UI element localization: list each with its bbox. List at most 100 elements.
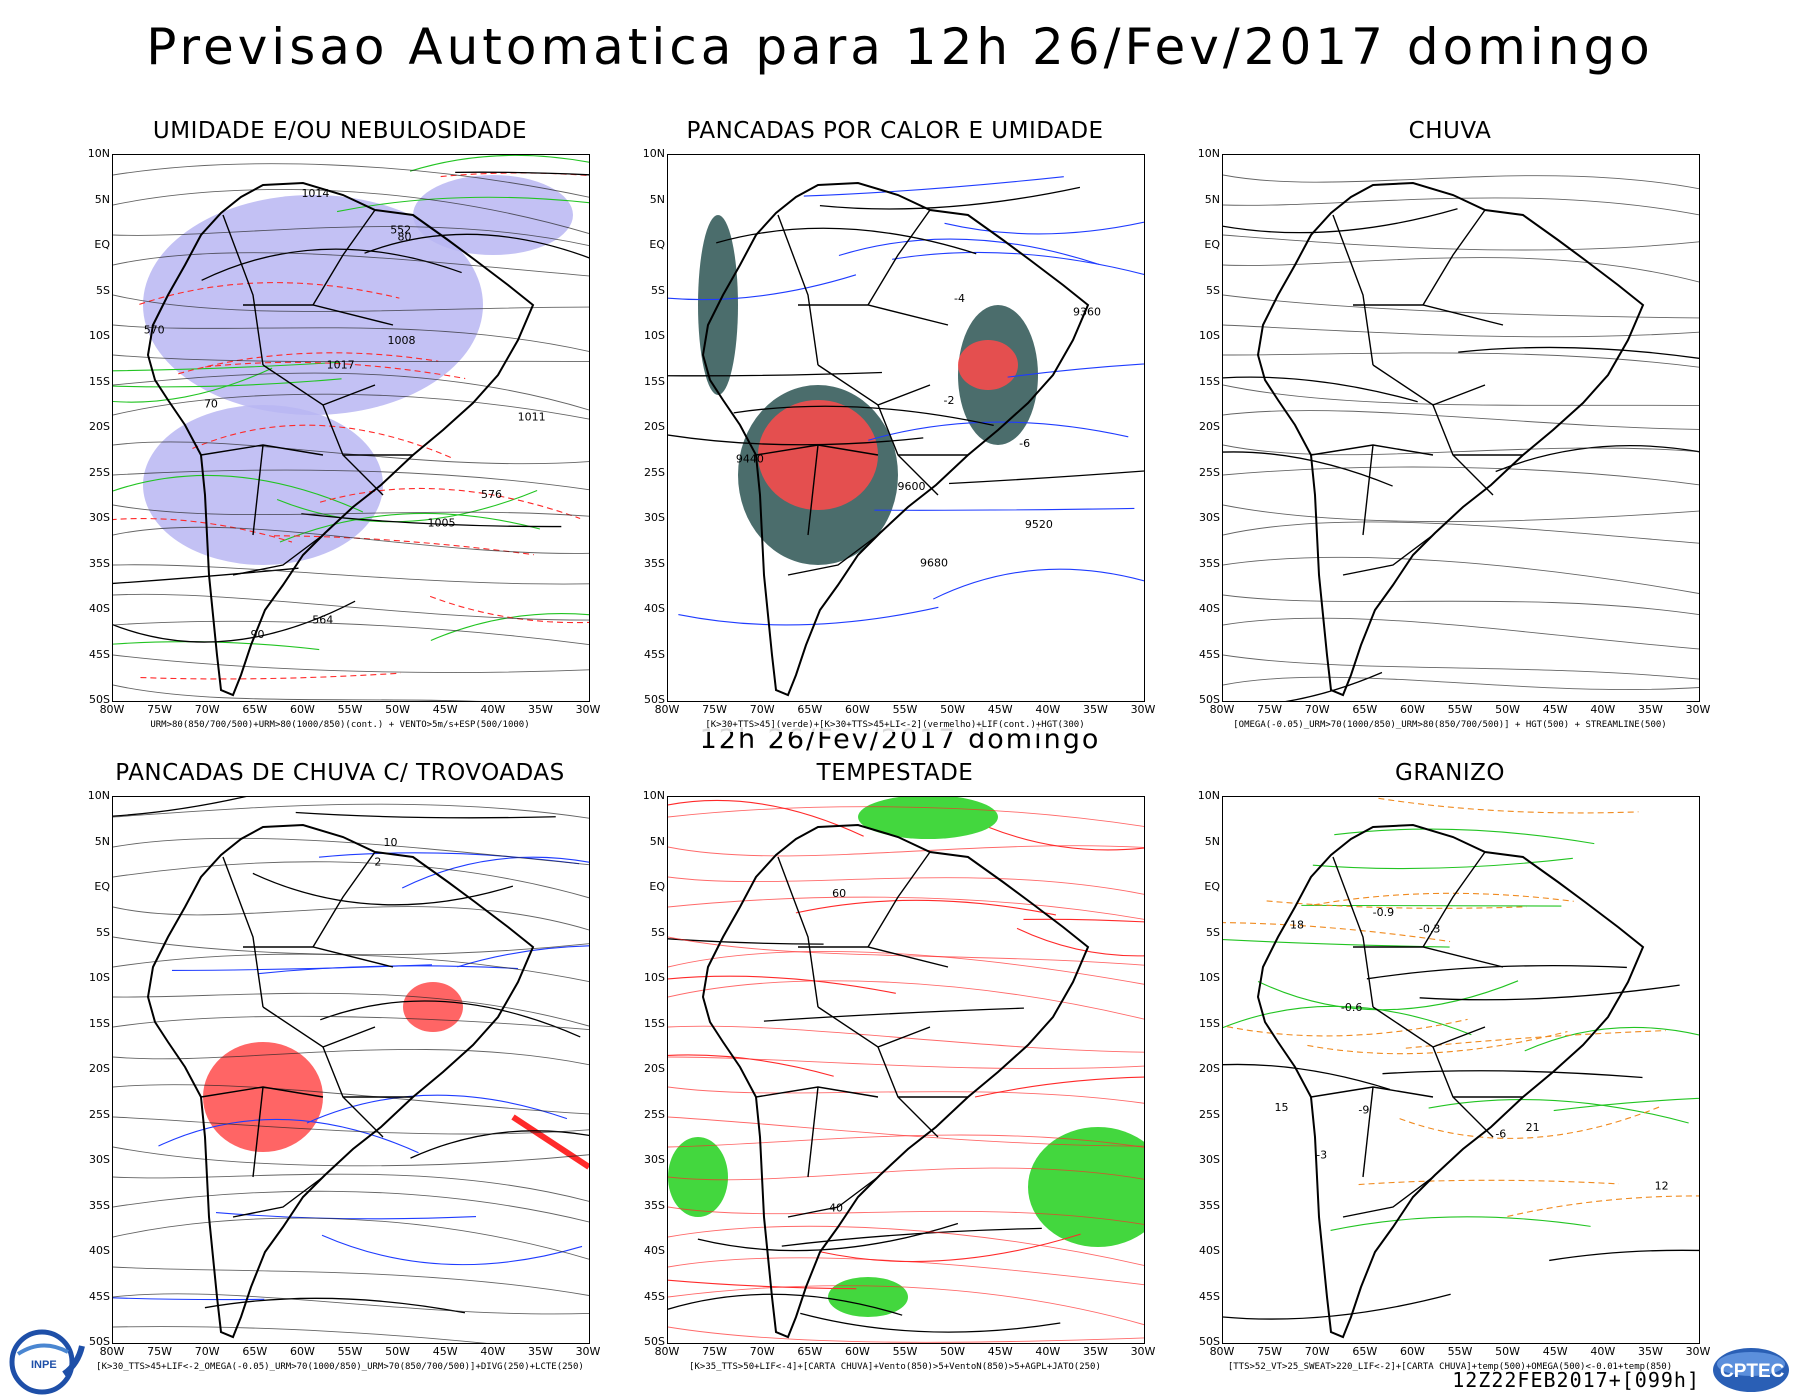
streamline xyxy=(668,1225,1144,1266)
blue-contour-line xyxy=(257,965,519,975)
latitude-tick-label: 5S xyxy=(96,283,110,297)
contour-value-label: -6 xyxy=(1019,437,1030,450)
latitude-tick-label: EQ xyxy=(649,238,665,251)
green-contour-line xyxy=(113,378,342,388)
longitude-tick-label: 55W xyxy=(337,703,363,716)
longitude-tick-label: 75W xyxy=(147,703,173,716)
contour-value-label: -4 xyxy=(954,292,965,305)
green-contour-line xyxy=(430,613,589,641)
longitude-tick-label: 75W xyxy=(702,1345,728,1358)
streamline xyxy=(113,620,589,646)
longitude-tick-label: 40W xyxy=(1590,1345,1616,1358)
streamline xyxy=(113,526,589,554)
streamline xyxy=(113,1217,589,1260)
streamline xyxy=(113,953,589,982)
orange-contour-line xyxy=(1223,922,1451,943)
country-border xyxy=(867,209,931,306)
longitude-tick-label: 60W xyxy=(844,703,870,716)
country-border xyxy=(867,851,931,948)
country-border xyxy=(322,1046,384,1138)
latitude-tick-label: 10N xyxy=(87,147,110,160)
black-contour-line xyxy=(455,171,589,176)
black-contour-line xyxy=(668,434,924,446)
contour-value-label: 576 xyxy=(481,488,502,501)
black-contour-line xyxy=(1419,984,1680,1001)
latitude-tick-label: 20S xyxy=(89,420,110,433)
contour-value-label: 9520 xyxy=(1025,518,1053,531)
longitude-tick-label: 65W xyxy=(1352,1345,1378,1358)
latitude-tick-label: 25S xyxy=(89,1107,110,1121)
black-contour-line xyxy=(320,1000,581,1038)
streamline xyxy=(113,1049,589,1066)
map-frame: -6 -9 -3 -0.3 -0.6 -0.9 12 15 18 21 xyxy=(1222,796,1700,1344)
green-contour-line xyxy=(1330,1216,1591,1231)
black-contour-line xyxy=(410,1130,589,1159)
black-contour-line xyxy=(668,938,824,945)
map-frame: 1014 1011 1008 1005 1017 576 570 564 552 80 70 90 xyxy=(112,154,590,702)
longitude-tick-label: 75W xyxy=(1257,703,1283,716)
latitude-tick-label: 10N xyxy=(642,789,665,802)
black-contour-line xyxy=(697,1222,959,1252)
latitude-tick-label: 5N xyxy=(1204,192,1220,206)
contour-value-label: 2 xyxy=(374,856,381,869)
streamline xyxy=(113,564,589,585)
longitude-tick-label: 70W xyxy=(749,703,775,716)
streamline xyxy=(113,163,589,198)
contour-value-label: 9360 xyxy=(1073,305,1101,318)
contour-value-label: 1011 xyxy=(518,410,546,423)
contour-value-label: -2 xyxy=(944,394,955,407)
weather-map: 102 xyxy=(113,797,589,1343)
streamline xyxy=(113,1173,589,1202)
longitude-tick-label: 40W xyxy=(1590,703,1616,716)
longitude-tick-label: 45W xyxy=(987,1345,1013,1358)
black-contour-line xyxy=(668,371,882,377)
weather-map: -6 -9 -3 -0.3 -0.6 -0.9 12 15 18 21 xyxy=(1223,797,1699,1339)
longitude-tick-label: 35W xyxy=(1082,1345,1108,1358)
continent-outline xyxy=(146,181,535,697)
blue-contour-line xyxy=(1007,363,1144,378)
longitude-tick-label: 30W xyxy=(1130,1345,1156,1358)
longitude-tick-label: 40W xyxy=(1035,703,1061,716)
latitude-tick-label: 10S xyxy=(89,329,110,342)
black-contour-line xyxy=(1223,376,1418,403)
black-contour-line xyxy=(1285,671,1383,701)
blue-contour-line xyxy=(401,856,589,889)
jet-stripe xyxy=(511,1114,589,1170)
panel-caption: [K>35_TTS>50+LIF<-4]+[CARTA CHUVA]+Vento… xyxy=(625,1360,1165,1374)
blue-contour-line xyxy=(457,945,589,968)
country-border xyxy=(787,1176,879,1218)
streamline xyxy=(1223,676,1699,691)
panel-title: CHUVA xyxy=(1408,118,1492,144)
streamline xyxy=(1223,521,1699,544)
red-contour-line xyxy=(820,1233,1081,1263)
green-contour-line xyxy=(113,367,273,403)
streamline xyxy=(668,1134,1144,1148)
streamline xyxy=(113,992,589,1027)
streamline xyxy=(1223,594,1699,616)
longitude-tick-label: 70W xyxy=(194,703,220,716)
contour-value-label: 9680 xyxy=(920,556,948,569)
country-border xyxy=(777,214,819,366)
latitude-tick-label: 35S xyxy=(1199,1198,1220,1212)
black-contour-line xyxy=(733,405,994,427)
streamline xyxy=(113,372,589,411)
longitude-tick-label: 65W xyxy=(242,1345,268,1358)
latitude-tick-label: 45S xyxy=(644,1289,665,1303)
black-contour-line xyxy=(295,811,556,819)
longitude-tick-label: 35W xyxy=(527,703,553,716)
streamline xyxy=(1223,234,1699,251)
streamline xyxy=(1223,617,1699,650)
blue-contour-line xyxy=(678,606,939,626)
streamline xyxy=(668,1257,1144,1286)
country-border xyxy=(222,856,264,1008)
latitude-tick-label: 25S xyxy=(89,465,110,479)
streamline xyxy=(668,876,1144,895)
blue-contour-line xyxy=(892,251,1144,276)
latitude-tick-label: 40S xyxy=(89,1244,110,1257)
contour-value-label: 1008 xyxy=(388,334,416,347)
country-border xyxy=(1342,534,1434,576)
inpe-logo: INPE xyxy=(4,1324,88,1396)
streamline xyxy=(668,1285,1144,1326)
contour-value-label: -9 xyxy=(1358,1104,1369,1117)
streamline xyxy=(668,1206,1144,1225)
